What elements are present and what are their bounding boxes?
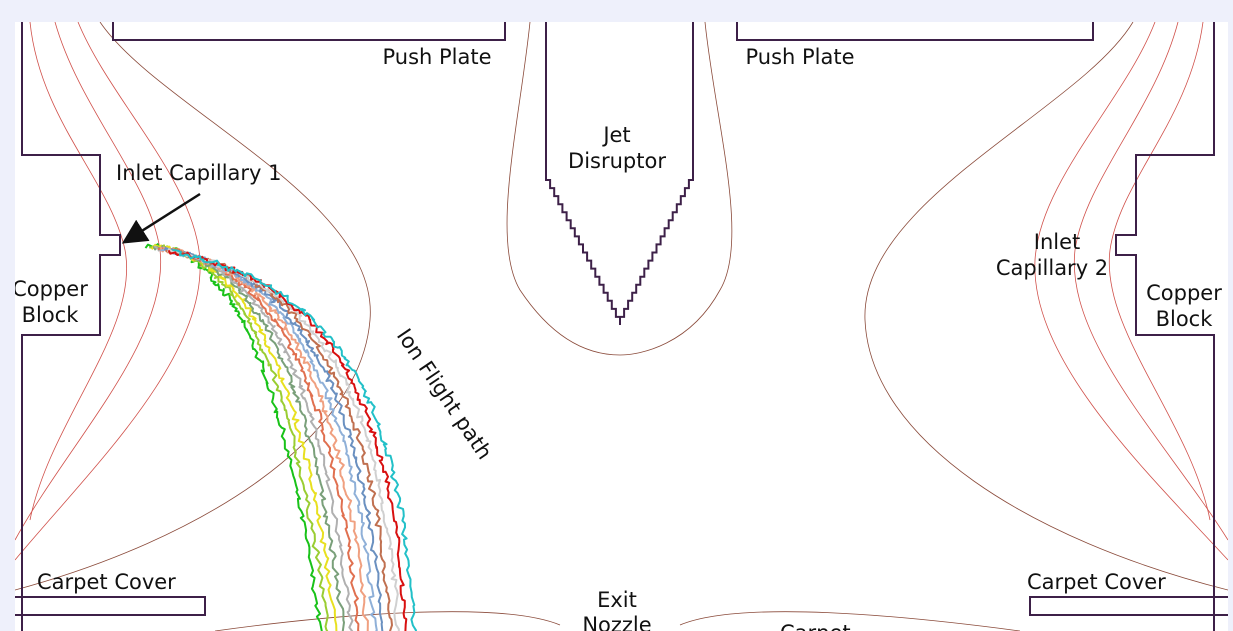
label: Block <box>1156 307 1214 331</box>
panel <box>15 22 1228 631</box>
label: Inlet Capillary 1 <box>116 161 282 185</box>
label: Copper <box>12 277 88 301</box>
label: Copper <box>1146 281 1222 305</box>
label: Jet <box>601 123 630 147</box>
label: Block <box>22 303 80 327</box>
label: Nozzle <box>582 613 651 631</box>
label: Push Plate <box>745 45 854 69</box>
label: Carpet Cover <box>1027 570 1166 594</box>
label: Disruptor <box>568 149 666 173</box>
label: Inlet <box>1034 230 1081 254</box>
diagram: Push Plate Push Plate Jet Disruptor Inle… <box>0 0 1233 631</box>
label: Push Plate <box>382 45 491 69</box>
label: Capillary 2 <box>996 256 1108 280</box>
label: Carpet Cover <box>37 570 176 594</box>
label: Carpet <box>780 621 851 631</box>
label: Exit <box>597 588 637 612</box>
